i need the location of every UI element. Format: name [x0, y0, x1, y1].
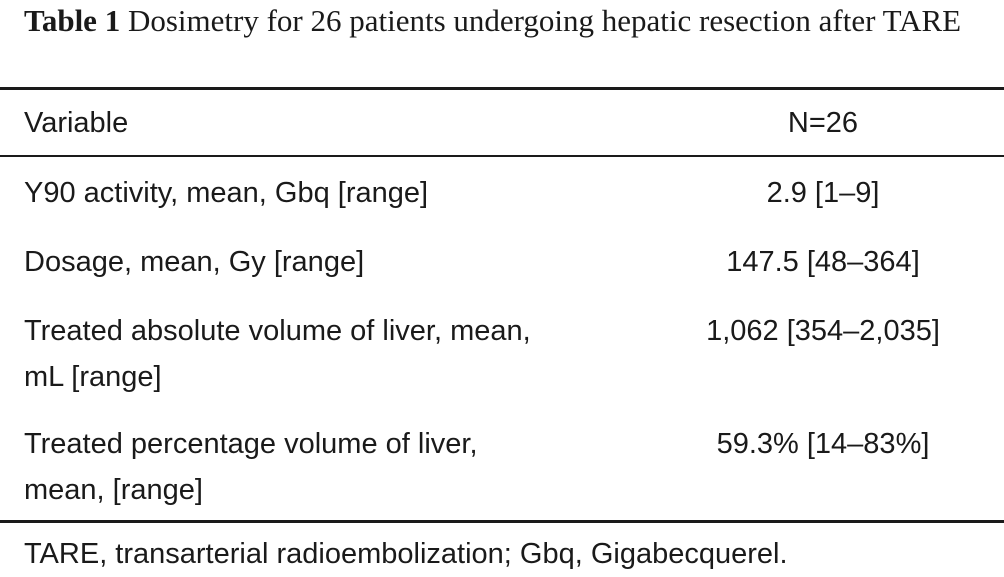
row-variable-continued: mean, [range]	[24, 474, 203, 506]
table-header-rule	[0, 155, 1004, 157]
table-footnote: TARE, transarterial radioembolization; G…	[24, 538, 788, 570]
header-n: N=26	[787, 107, 859, 139]
row-value: 147.5 [48–364]	[726, 246, 920, 278]
table-bottom-rule	[0, 520, 1004, 523]
table-top-rule	[0, 87, 1004, 90]
header-variable: Variable	[24, 107, 129, 139]
row-variable: Treated percentage volume of liver,	[24, 428, 478, 460]
table-title: Dosimetry for 26 patients undergoing hep…	[127, 3, 962, 38]
row-value: 59.3% [14–83%]	[716, 428, 930, 460]
row-variable-continued: mL [range]	[24, 361, 162, 393]
row-variable: Dosage, mean, Gy [range]	[24, 246, 365, 278]
row-variable: Y90 activity, mean, Gbq [range]	[24, 177, 429, 209]
row-value: 2.9 [1–9]	[766, 177, 880, 209]
table-caption: Table 1 Dosimetry for 26 patients underg…	[24, 0, 994, 42]
row-value: 1,062 [354–2,035]	[706, 315, 940, 347]
table-label: Table 1	[24, 3, 121, 38]
row-variable: Treated absolute volume of liver, mean,	[24, 315, 531, 347]
